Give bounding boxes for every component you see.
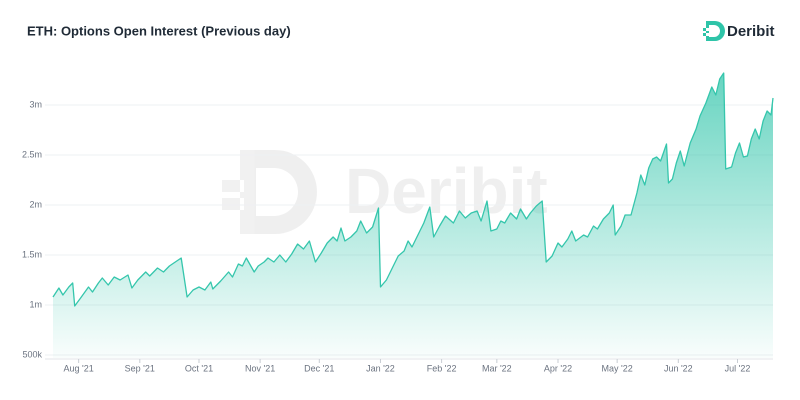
x-tick-label: Mar '22 bbox=[482, 363, 512, 373]
x-tick-label: Dec '21 bbox=[304, 363, 334, 373]
logo: Deribit bbox=[703, 21, 775, 41]
x-tick-label: Jan '22 bbox=[366, 363, 395, 373]
chart-title: ETH: Options Open Interest (Previous day… bbox=[27, 23, 291, 38]
x-tick-label: Nov '21 bbox=[245, 363, 275, 373]
x-tick-label: Sep '21 bbox=[125, 363, 155, 373]
logo-text: Deribit bbox=[727, 23, 775, 40]
watermark-icon bbox=[222, 150, 317, 234]
x-tick-label: May '22 bbox=[602, 363, 633, 373]
line bbox=[52, 72, 774, 307]
x-tick-label: Jun '22 bbox=[664, 363, 693, 373]
y-tick-label: 2m bbox=[29, 199, 42, 209]
x-tick-label: Oct '21 bbox=[185, 363, 213, 373]
y-tick-label: 500k bbox=[22, 349, 42, 359]
watermark: Deribit bbox=[222, 150, 548, 234]
logo-icon bbox=[703, 21, 725, 41]
x-tick-label: Jul '22 bbox=[725, 363, 751, 373]
y-tick-label: 2.5m bbox=[22, 149, 42, 159]
area-fill bbox=[53, 73, 773, 358]
x-tick-label: Apr '22 bbox=[544, 363, 572, 373]
y-tick-label: 1m bbox=[29, 299, 42, 309]
y-tick-label: 3m bbox=[29, 99, 42, 109]
x-tick-label: Feb '22 bbox=[427, 363, 457, 373]
y-tick-label: 1.5m bbox=[22, 249, 42, 259]
x-tick-label: Aug '21 bbox=[64, 363, 94, 373]
